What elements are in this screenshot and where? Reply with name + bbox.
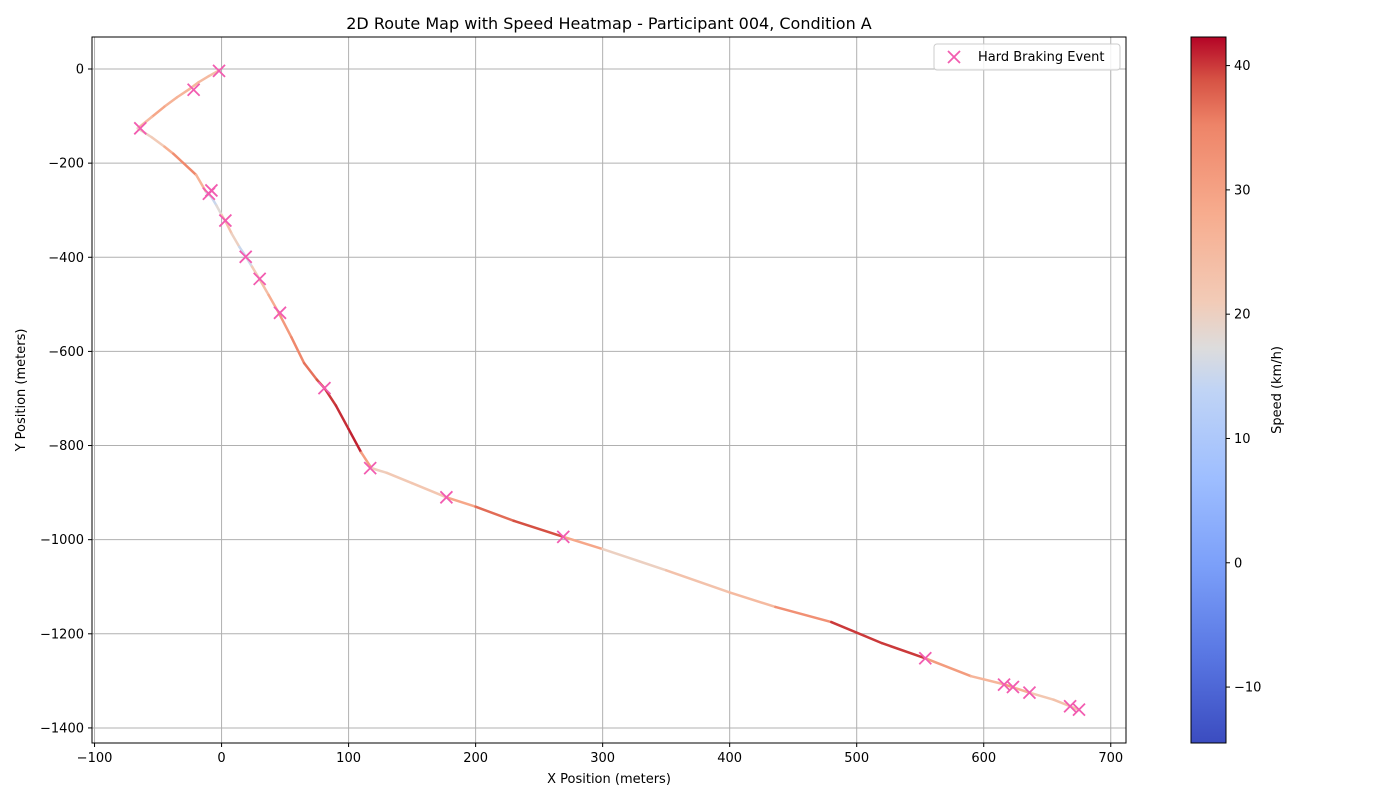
colorbar-label: Speed (km/h) <box>1270 346 1285 434</box>
route-segment <box>290 336 306 365</box>
legend: Hard Braking Event <box>933 43 1121 71</box>
route-segment <box>445 496 477 508</box>
route-segment <box>1028 691 1055 701</box>
route-segment <box>277 311 293 339</box>
braking-marker <box>918 651 932 665</box>
colorbar-tick-label: 0 <box>1234 556 1242 571</box>
route-segment <box>347 427 363 454</box>
braking-marker <box>317 381 332 395</box>
braking-marker <box>363 461 377 475</box>
colorbar-tick-label: 10 <box>1234 432 1251 447</box>
braking-marker <box>1022 686 1037 700</box>
route-segment <box>334 404 350 431</box>
plot-frame <box>91 36 1127 744</box>
braking-marker <box>133 121 147 135</box>
x-tick-label: 100 <box>336 751 361 766</box>
route-segment <box>182 161 198 177</box>
x-tick-label: −100 <box>77 751 113 766</box>
route-segment <box>302 361 319 381</box>
braking-marker <box>439 490 454 504</box>
y-axis-label: Y Position (meters) <box>14 329 29 453</box>
y-tick-label: −800 <box>48 439 84 454</box>
x-tick-label: 300 <box>590 751 615 766</box>
braking-marker <box>556 530 570 544</box>
y-axis-ticks: 0 −200 −400 −600 −800 −1000 −1200 −1400 <box>40 63 92 736</box>
route-segment <box>175 87 192 99</box>
x-axis-ticks: −100 0 100 200 300 400 500 600 700 <box>77 743 1123 766</box>
route-path <box>136 69 1081 712</box>
y-tick-label: −1200 <box>40 627 84 642</box>
x-tick-label: 700 <box>1098 751 1123 766</box>
legend-marker <box>947 50 961 64</box>
braking-markers <box>133 64 1086 717</box>
x-tick-label: 400 <box>717 751 742 766</box>
x-tick-label: 600 <box>971 751 996 766</box>
colorbar-tick-label: 20 <box>1234 308 1251 323</box>
route-segment <box>830 620 884 645</box>
route-segment <box>197 74 211 84</box>
colorbar-tick-label: 30 <box>1234 183 1251 198</box>
route-segment <box>224 219 233 235</box>
colorbar-gradient <box>1190 36 1227 744</box>
colorbar-tick-label: 40 <box>1234 59 1251 74</box>
x-axis-label: X Position (meters) <box>547 772 671 787</box>
x-tick-label: 500 <box>844 751 869 766</box>
braking-marker <box>1072 702 1086 717</box>
route-segment <box>215 204 223 217</box>
y-tick-label: −600 <box>48 345 84 360</box>
route-segment <box>880 641 927 660</box>
y-tick-label: −200 <box>48 157 84 172</box>
route-segment <box>210 195 218 207</box>
braking-marker <box>186 83 201 97</box>
y-tick-label: 0 <box>76 63 84 78</box>
y-tick-label: −1000 <box>40 533 84 548</box>
route-segment <box>370 466 388 475</box>
route-segment <box>385 471 414 485</box>
route-segment <box>774 605 833 624</box>
route-segment <box>230 232 241 249</box>
braking-marker <box>212 64 226 78</box>
route-segment <box>728 591 777 609</box>
route-segment <box>150 136 166 148</box>
legend-label: Hard Braking Event <box>978 50 1104 65</box>
x-tick-label: 0 <box>217 751 225 766</box>
route-segment <box>258 278 270 297</box>
route-segment <box>512 519 565 539</box>
braking-marker <box>253 272 267 286</box>
route-segment <box>601 547 668 572</box>
braking-marker <box>273 306 287 320</box>
route-segment <box>969 674 1007 686</box>
x-tick-label: 200 <box>463 751 488 766</box>
colorbar-ticks: −10 0 10 20 30 40 <box>1226 59 1261 696</box>
y-tick-label: −1400 <box>40 721 84 736</box>
braking-marker <box>239 250 253 264</box>
braking-marker <box>1006 680 1020 694</box>
route-segment <box>664 569 731 594</box>
route-segment <box>474 505 515 523</box>
route-segment <box>163 95 179 108</box>
route-segment <box>172 152 185 165</box>
route-segment <box>410 481 448 499</box>
braking-marker <box>218 213 233 228</box>
route-segment <box>150 105 166 119</box>
braking-marker <box>1063 699 1077 713</box>
route-segment <box>562 535 604 551</box>
y-tick-label: −400 <box>48 251 84 266</box>
legend-box <box>933 43 1121 71</box>
grid <box>92 37 1126 743</box>
colorbar: −10 0 10 20 30 40 Speed (km/h) <box>1190 36 1285 744</box>
route-segment <box>924 657 973 678</box>
route-segment <box>163 145 175 155</box>
braking-marker <box>997 678 1011 692</box>
chart-title: 2D Route Map with Speed Heatmap - Partic… <box>346 14 872 33</box>
route-segment <box>360 451 373 470</box>
braking-marker <box>204 183 219 198</box>
colorbar-tick-label: −10 <box>1234 681 1261 696</box>
